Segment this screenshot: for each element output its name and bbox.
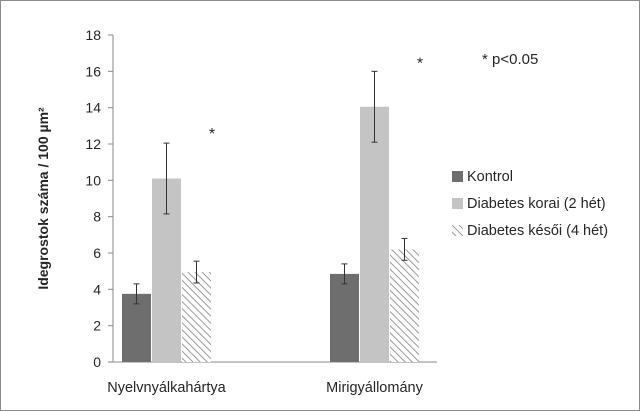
legend-label: Kontrol: [467, 169, 513, 185]
y-tick-label: 2: [93, 318, 101, 334]
legend-label: Diabetes késői (4 hét): [467, 223, 608, 239]
bar: [390, 249, 419, 362]
y-tick-label: 6: [93, 245, 101, 261]
x-tick-label: Mirigyállomány: [326, 380, 423, 396]
y-tick-label: 12: [85, 136, 101, 152]
significance-marker: *: [209, 126, 215, 143]
bar: [360, 106, 389, 362]
y-tick-label: 14: [85, 100, 101, 116]
legend-swatch: [452, 198, 463, 209]
y-tick-label: 0: [93, 354, 101, 370]
y-tick-label: 16: [85, 63, 101, 79]
plot-area: 0 2 4 6 8 10 12 14 16 18 Nyelvnyálkahártya Mirigyál…: [85, 27, 608, 396]
significance-marker: *: [417, 55, 423, 72]
y-tick-label: 8: [93, 209, 101, 225]
y-tick-label: 10: [85, 172, 101, 188]
significance-note: * p<0.05: [482, 51, 538, 68]
legend-swatch: [452, 225, 463, 236]
bar: [330, 273, 359, 362]
bar: [122, 293, 151, 362]
bar: [182, 272, 211, 362]
y-axis-label: Idegrostok száma / 100 µm²: [35, 107, 51, 290]
x-tick-label: Nyelvnyálkahártya: [107, 380, 226, 396]
legend-label: Diabetes korai (2 hét): [467, 196, 606, 212]
y-tick-label: 18: [85, 27, 101, 43]
legend-swatch: [452, 171, 463, 182]
y-tick-label: 4: [93, 281, 101, 297]
